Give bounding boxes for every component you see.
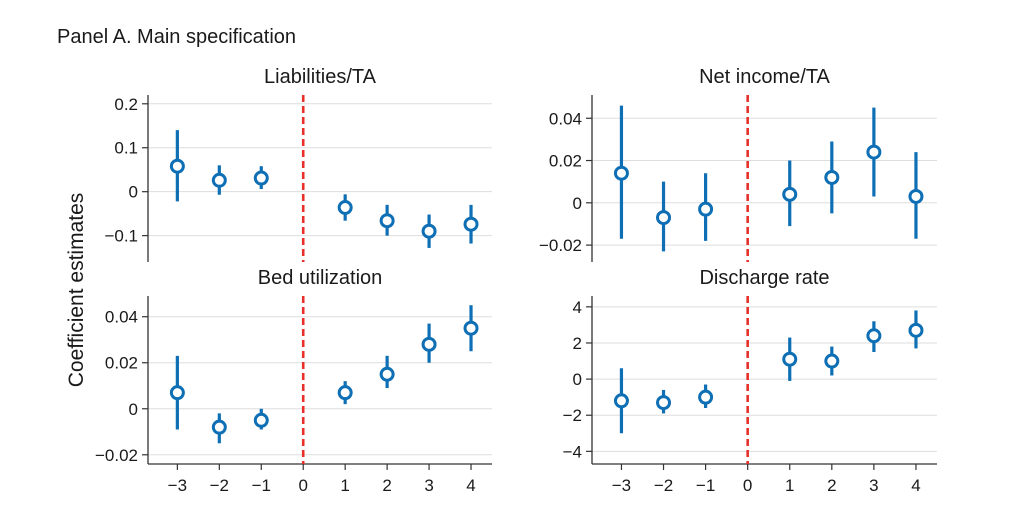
x-tick-label: −2 (210, 476, 229, 495)
y-tick-label: −0.02 (95, 446, 138, 465)
x-tick-label: 0 (743, 476, 752, 495)
point-estimate (379, 366, 395, 382)
subplot-title: Liabilities/TA (264, 66, 377, 88)
subplot-title: Bed utilization (258, 267, 383, 289)
point-estimate (866, 328, 882, 344)
x-tick-label: 1 (785, 476, 794, 495)
panel-title: Panel A. Main specification (57, 26, 297, 48)
point-estimate (824, 169, 840, 185)
y-tick-label: −4 (563, 442, 582, 461)
point-estimate (253, 412, 269, 428)
y-tick-label: 0.04 (105, 308, 138, 327)
y-tick-label: 0.1 (114, 139, 138, 158)
subplot-1: Net income/TA 0.04 0.02 0 −0.02 (539, 66, 937, 262)
point-estimate (782, 351, 798, 367)
x-tick-label: 2 (382, 476, 391, 495)
point-estimate (908, 322, 924, 338)
y-tick-label: 0 (573, 194, 582, 213)
point-estimate (169, 158, 185, 174)
point-estimate (337, 385, 353, 401)
point-estimate (698, 201, 714, 217)
y-tick-label: 0.02 (549, 152, 582, 171)
x-tick-label: −3 (612, 476, 631, 495)
y-tick-label: 0 (573, 370, 582, 389)
point-estimate (463, 320, 479, 336)
x-tick-label: 4 (466, 476, 475, 495)
y-tick-label: −0.1 (104, 227, 138, 246)
x-tick-label: −1 (696, 476, 715, 495)
x-tick-label: 1 (340, 476, 349, 495)
point-estimate (337, 200, 353, 216)
x-tick-label: −2 (654, 476, 673, 495)
point-estimate (613, 165, 629, 181)
subplot-title: Discharge rate (699, 267, 829, 289)
y-tick-label: −0.02 (539, 236, 582, 255)
point-estimate (421, 223, 437, 239)
point-estimate (824, 353, 840, 369)
x-tick-label: −1 (252, 476, 271, 495)
y-tick-label: 2 (573, 334, 582, 353)
point-estimate (463, 216, 479, 232)
x-tick-label: −3 (168, 476, 187, 495)
y-tick-label: 0 (129, 183, 138, 202)
point-estimate (656, 395, 672, 411)
point-estimate (211, 172, 227, 188)
point-estimate (656, 210, 672, 226)
point-estimate (866, 144, 882, 160)
y-tick-label: 0.04 (549, 109, 582, 128)
point-estimate (613, 393, 629, 409)
y-tick-label: 0.2 (114, 95, 138, 114)
subplot-title: Net income/TA (699, 66, 830, 88)
point-estimate (782, 186, 798, 202)
subplot-0: Liabilities/TA 0.2 0.1 0 −0.1 (104, 66, 492, 262)
point-estimate (211, 419, 227, 435)
point-estimate (698, 389, 714, 405)
subplot-3: Discharge rate 4 2 0 −2 −4 −3 −2 −1 0 1 2 3 4 (563, 267, 937, 495)
y-tick-label: 4 (573, 298, 582, 317)
x-tick-label: 2 (827, 476, 836, 495)
point-estimate (379, 213, 395, 229)
x-tick-label: 0 (298, 476, 307, 495)
point-estimate (908, 188, 924, 204)
x-tick-label: 4 (911, 476, 920, 495)
point-estimate (253, 170, 269, 186)
x-tick-label: 3 (424, 476, 433, 495)
x-tick-label: 3 (869, 476, 878, 495)
y-tick-label: 0.02 (105, 354, 138, 373)
point-estimate (421, 336, 437, 352)
y-tick-label: 0 (129, 400, 138, 419)
subplot-2: Bed utilization 0.04 0.02 0 −0.02 −3 −2 −1 0 1 2 3 4 (95, 267, 492, 495)
point-estimate (169, 385, 185, 401)
y-tick-label: −2 (563, 406, 582, 425)
